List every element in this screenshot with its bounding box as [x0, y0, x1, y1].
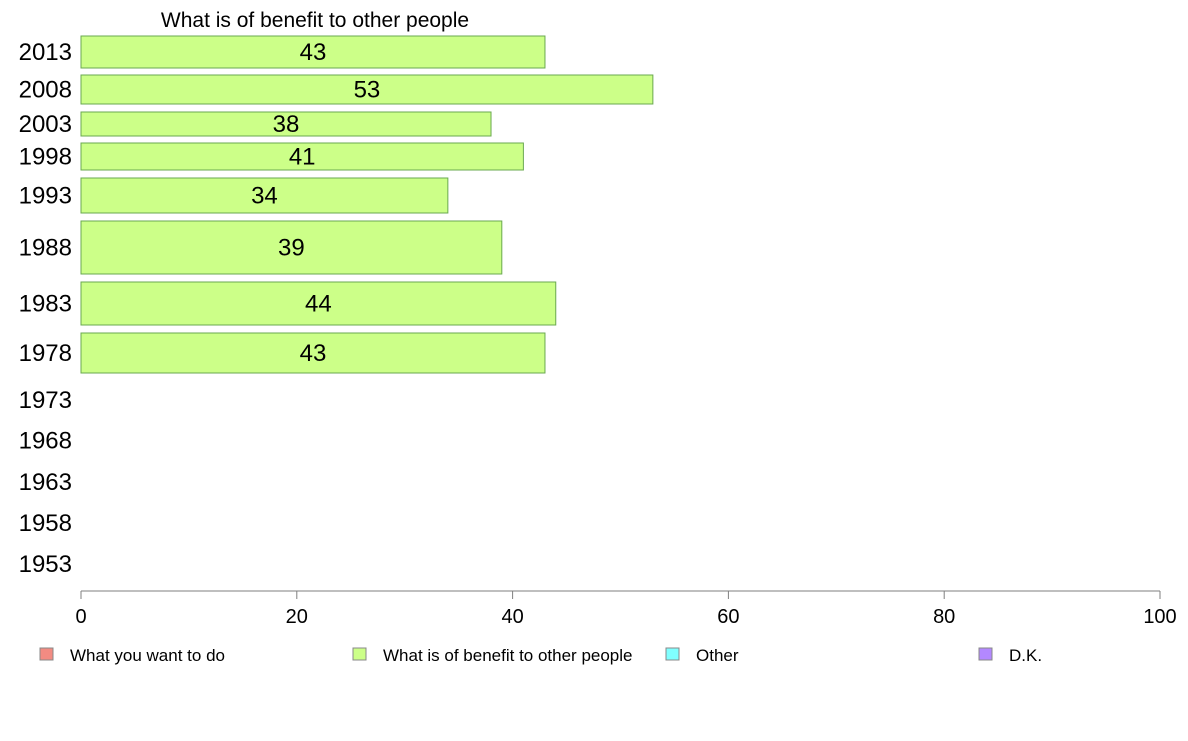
bar — [80, 74, 654, 105]
x-tick-label: 40 — [501, 606, 523, 628]
y-tick-label: 1988 — [19, 235, 72, 262]
bar-value-label: 43 — [300, 340, 327, 367]
y-tick-label: 1958 — [19, 510, 72, 537]
bar — [80, 35, 546, 69]
legend: What you want to do What is of benefit to… — [39, 646, 1042, 665]
bar-value-label: 43 — [300, 39, 327, 66]
y-tick-label: 1998 — [19, 144, 72, 171]
y-tick-label: 2003 — [19, 111, 72, 138]
legend-swatch — [39, 647, 54, 661]
bar-value-label: 39 — [278, 235, 305, 262]
bar-value-label: 34 — [251, 183, 278, 210]
x-axis: 0 20 40 60 80 100 — [75, 590, 1177, 628]
bar — [80, 177, 449, 214]
y-tick-label: 1968 — [19, 428, 72, 455]
legend-swatch — [352, 647, 367, 661]
x-tick-label: 100 — [1143, 606, 1176, 628]
y-tick-label: 2008 — [19, 77, 72, 104]
y-tick-label: 1963 — [19, 469, 72, 496]
legend-label: D.K. — [1009, 646, 1042, 665]
x-tick-label: 80 — [933, 606, 955, 628]
legend-label: What you want to do — [70, 646, 225, 665]
legend-swatch — [978, 647, 993, 661]
y-tick-label: 1973 — [19, 387, 72, 414]
bar — [80, 220, 503, 275]
bar-value-label: 53 — [354, 77, 381, 104]
y-tick-label: 1993 — [19, 183, 72, 210]
y-axis-labels: 2013 2008 2003 1998 1993 1988 1983 1978 1973 1968… — [19, 39, 72, 578]
x-tick-label: 0 — [75, 606, 86, 628]
x-tick-label: 20 — [286, 606, 308, 628]
bar — [80, 332, 546, 374]
bar-value-label: 38 — [273, 111, 300, 138]
bar-value-label: 41 — [289, 144, 316, 171]
bar — [80, 142, 524, 171]
y-tick-label: 1983 — [19, 291, 72, 318]
legend-swatch — [665, 647, 680, 661]
chart-title: What is of benefit to other people — [161, 9, 469, 32]
legend-label: What is of benefit to other people — [383, 646, 633, 665]
x-tick-label: 60 — [717, 606, 739, 628]
bar — [80, 111, 492, 137]
y-tick-label: 2013 — [19, 39, 72, 66]
bar — [80, 281, 557, 326]
y-tick-label: 1978 — [19, 340, 72, 367]
bar-value-label: 44 — [305, 291, 332, 318]
y-tick-label: 1953 — [19, 551, 72, 578]
legend-label: Other — [696, 646, 739, 665]
